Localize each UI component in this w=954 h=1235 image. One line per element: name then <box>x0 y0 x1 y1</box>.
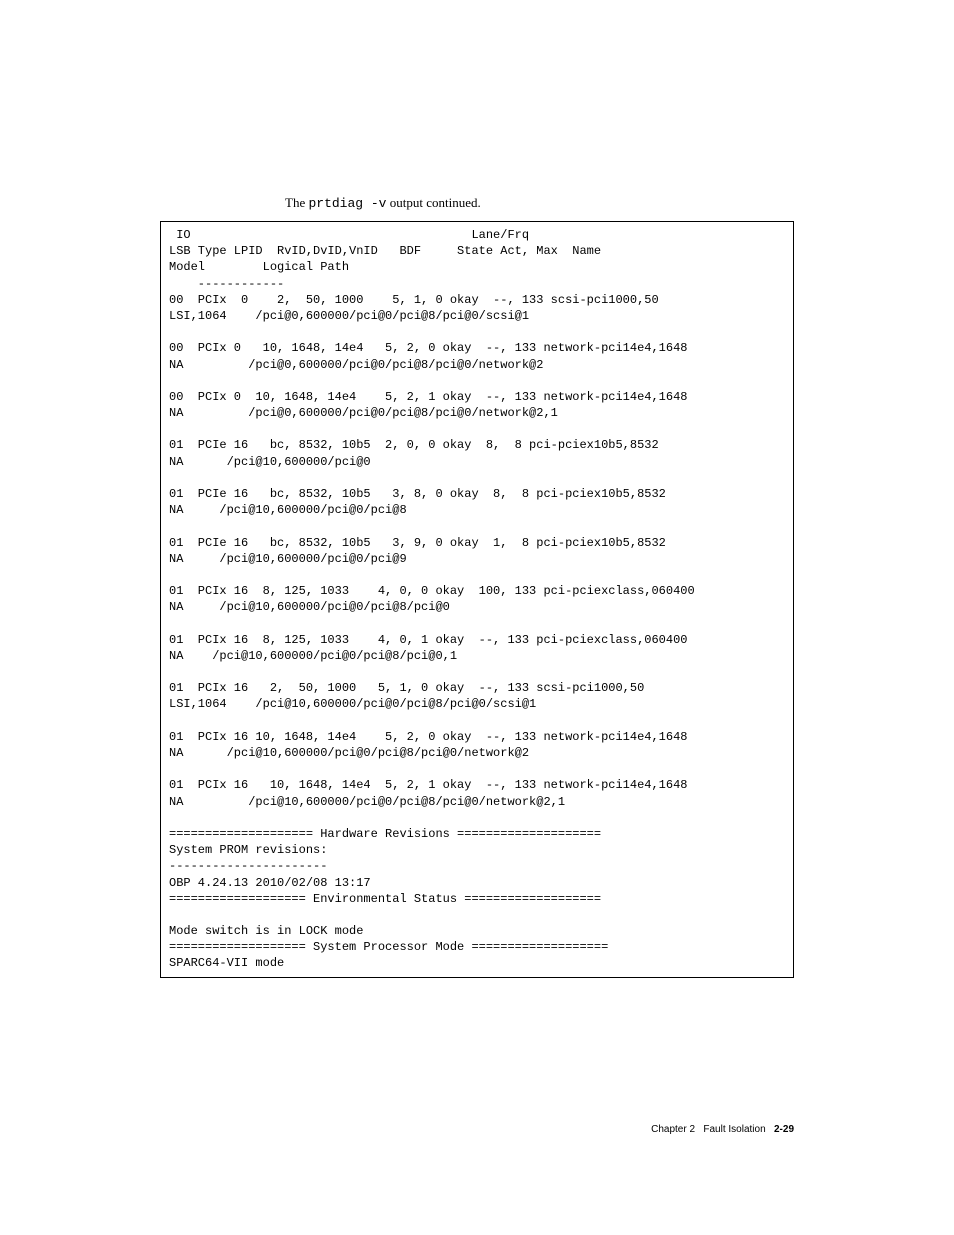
caption-prefix: The <box>285 195 308 210</box>
page-footer: Chapter 2 Fault Isolation 2-29 <box>651 1124 794 1135</box>
caption-text: The prtdiag -v output continued. <box>285 195 794 211</box>
footer-page-number: 2-29 <box>774 1124 794 1135</box>
code-output-box: IO Lane/Frq LSB Type LPID RvID,DvID,VnID… <box>160 221 794 978</box>
footer-title: Fault Isolation <box>703 1124 765 1135</box>
caption-suffix: output continued. <box>386 195 480 210</box>
caption-command: prtdiag -v <box>308 196 386 211</box>
footer-chapter: Chapter 2 <box>651 1124 695 1135</box>
